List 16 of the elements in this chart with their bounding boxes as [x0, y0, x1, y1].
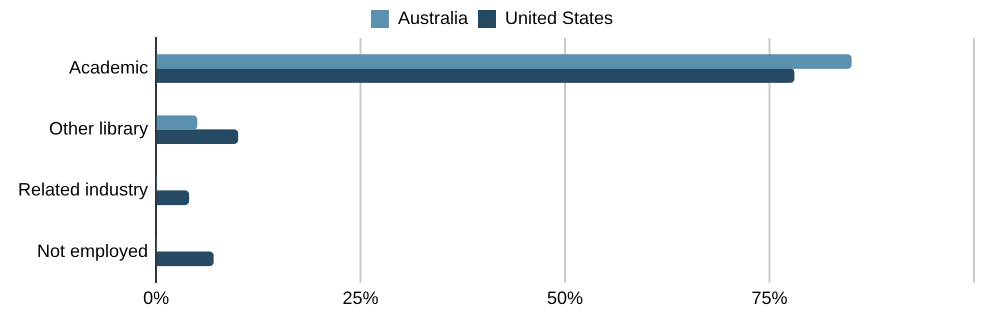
x-tick-label: 25%: [342, 288, 379, 308]
y-tick-label: Other library: [49, 118, 148, 139]
bar: [156, 129, 238, 144]
legend-label: Australia: [398, 8, 469, 28]
y-tick-label: Not employed: [37, 240, 148, 261]
legend-label: United States: [504, 8, 614, 28]
bar: [156, 68, 794, 83]
bar: [156, 115, 198, 130]
y-tick-label: Related industry: [18, 180, 148, 200]
y-tick-label: Academic: [69, 58, 148, 78]
x-tick-label: 0%: [143, 288, 170, 308]
bar: [156, 190, 190, 206]
x-tick-label: 75%: [752, 288, 788, 308]
bar: [156, 252, 214, 266]
bar: [156, 54, 852, 69]
x-tick-label: 50%: [547, 288, 584, 308]
